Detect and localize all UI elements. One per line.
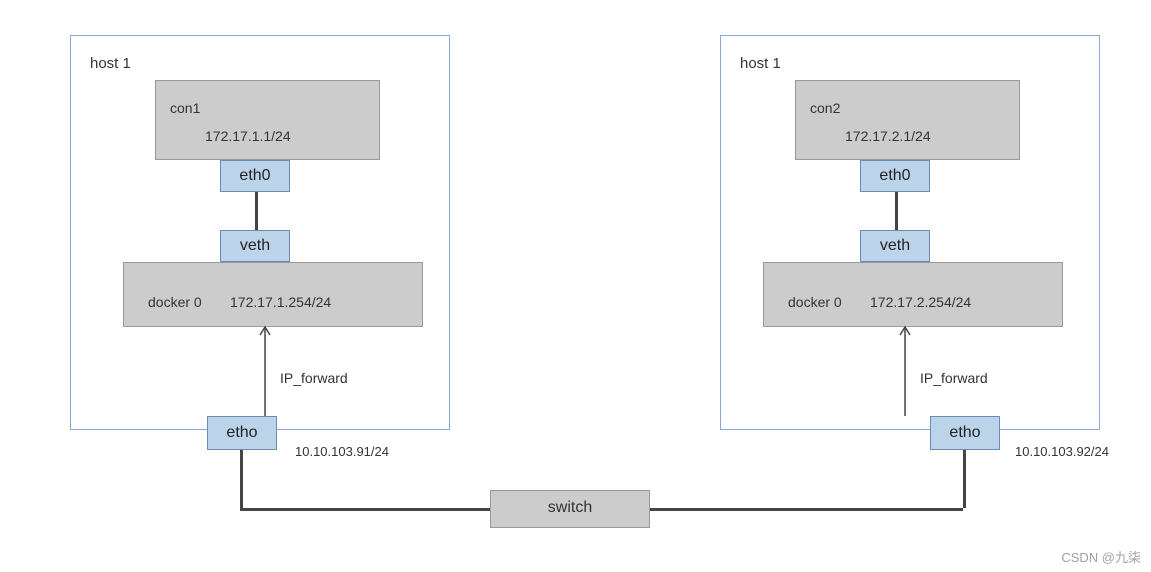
docker-ip-1: 172.17.1.254/24 bbox=[230, 294, 331, 310]
connector-line bbox=[240, 508, 490, 511]
ip-forward-arrow bbox=[899, 327, 911, 416]
host-label-1: host 1 bbox=[90, 55, 131, 72]
ip-forward-label-1: IP_forward bbox=[280, 370, 348, 386]
host-ip-1: 10.10.103.91/24 bbox=[295, 444, 389, 459]
container-box-2 bbox=[795, 80, 1020, 160]
watermark: CSDN @九柒 bbox=[1061, 547, 1141, 566]
diagram-canvas: host 1 con1 172.17.1.1/24 eth0 veth docker 0 1… bbox=[0, 0, 1151, 572]
host-ip-2: 10.10.103.92/24 bbox=[1015, 444, 1109, 459]
eth0-top-2: eth0 bbox=[860, 160, 930, 192]
container-name-1: con1 bbox=[170, 100, 200, 116]
etho-bottom-2: etho bbox=[930, 416, 1000, 450]
connector-line bbox=[963, 450, 966, 508]
switch-label: switch bbox=[490, 499, 650, 517]
eth0-top-1: eth0 bbox=[220, 160, 290, 192]
docker-ip-2: 172.17.2.254/24 bbox=[870, 294, 971, 310]
container-name-2: con2 bbox=[810, 100, 840, 116]
container-box-1 bbox=[155, 80, 380, 160]
ip-forward-label-2: IP_forward bbox=[920, 370, 988, 386]
veth-1: veth bbox=[220, 230, 290, 262]
ip-forward-arrow bbox=[259, 327, 271, 416]
container-ip-1: 172.17.1.1/24 bbox=[205, 128, 291, 144]
docker-name-2: docker 0 bbox=[788, 294, 842, 310]
connector-line bbox=[895, 192, 898, 230]
docker-name-1: docker 0 bbox=[148, 294, 202, 310]
etho-bottom-1: etho bbox=[207, 416, 277, 450]
connector-line bbox=[240, 450, 243, 508]
veth-2: veth bbox=[860, 230, 930, 262]
host-label-2: host 1 bbox=[740, 55, 781, 72]
container-ip-2: 172.17.2.1/24 bbox=[845, 128, 931, 144]
connector-line bbox=[255, 192, 258, 230]
connector-line bbox=[650, 508, 963, 511]
